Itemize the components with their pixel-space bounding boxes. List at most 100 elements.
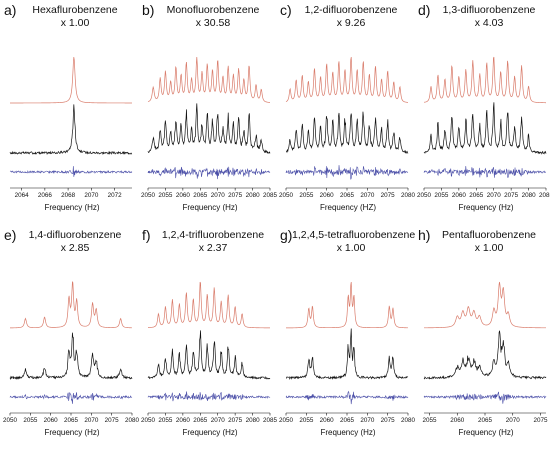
series-residual xyxy=(285,390,409,405)
panel-title: 1,4-difluorobenzene x 2.85 xyxy=(16,229,134,255)
scale-factor: x 1.00 xyxy=(336,242,366,254)
compound-name: 1,2,4,5-tetrafluorobenzene xyxy=(292,229,416,241)
panel-letter: c) xyxy=(280,2,292,18)
x-tick-label: 2065 xyxy=(478,417,493,424)
series-experimental xyxy=(423,330,547,380)
x-tick-label: 2075 xyxy=(381,192,396,199)
series-residual xyxy=(423,166,547,178)
x-tick-label: 2070 xyxy=(84,417,99,424)
x-tick-label: 2065 xyxy=(340,192,355,199)
series-simulated xyxy=(424,281,546,329)
spectrum-panel: f) 1,2,4-trifluorobenzene x 2.37 2050 2055 20… xyxy=(140,225,278,440)
compound-name: 1,4-difluorobenzene xyxy=(28,229,122,241)
x-tick-label: 2085 xyxy=(263,417,278,424)
x-tick-label: 2050 xyxy=(3,417,18,424)
x-axis-label: Frequency (HZ) xyxy=(319,203,376,212)
scale-factor: x 1.00 xyxy=(60,17,90,29)
x-tick-label: 2070 xyxy=(506,417,521,424)
x-tick-label: 2075 xyxy=(504,192,519,199)
panel-title: 1,3-difluorobenzene x 4.03 xyxy=(430,4,548,30)
panel-letter: g) xyxy=(280,227,293,243)
x-tick-label: 2055 xyxy=(434,192,449,199)
x-tick-label: 2085 xyxy=(263,192,278,199)
series-experimental xyxy=(423,102,547,155)
panel-title: 1,2,4-trifluorobenzene x 2.37 xyxy=(154,229,272,255)
x-tick-label: 2066 xyxy=(38,192,53,199)
compound-name: Monofluorobenzene xyxy=(166,4,260,16)
series-simulated xyxy=(10,56,132,104)
compound-name: Pentafluorobenzene xyxy=(442,229,536,241)
x-axis-label: Frequency (Hz) xyxy=(44,428,100,437)
panel-letter: h) xyxy=(418,227,431,243)
series-residual xyxy=(147,391,271,402)
spectrum-chart: 2050 2055 2060 2065 2070 2075 2080 xyxy=(3,281,139,424)
spectrum-chart: 2050 2055 2060 2065 2070 2075 2080 xyxy=(279,281,415,424)
spectrum-panel: d) 1,3-difluorobenzene x 4.03 2050 2055 2060 2… xyxy=(416,0,550,215)
x-tick-label: 2080 xyxy=(125,417,140,424)
x-axis-label: Frequency (Hz) xyxy=(182,203,238,212)
series-simulated xyxy=(147,56,271,103)
series-simulated xyxy=(9,281,133,329)
panel-letter: f) xyxy=(142,227,151,243)
x-tick-label: 2050 xyxy=(141,417,156,424)
x-tick-label: 2050 xyxy=(141,192,156,199)
x-tick-label: 2075 xyxy=(228,417,243,424)
spectrum-chart: 2064 2066 2068 2070 2072 xyxy=(9,56,133,199)
series-residual xyxy=(9,166,133,177)
series-experimental xyxy=(9,104,133,156)
series-experimental xyxy=(147,103,271,154)
x-tick-label: 2070 xyxy=(211,417,226,424)
x-tick-label: 2060 xyxy=(176,417,191,424)
scale-factor: x 30.58 xyxy=(195,17,231,29)
panel-title: Pentafluorobenzene x 1.00 xyxy=(430,229,548,255)
x-tick-label: 2068 xyxy=(61,192,76,199)
x-tick-label: 2080 xyxy=(246,417,261,424)
series-residual xyxy=(9,392,133,404)
spectrum-panel: e) 1,4-difluorobenzene x 2.85 2050 2055 2060 2… xyxy=(2,225,140,440)
panel-letter: b) xyxy=(142,2,155,18)
spectrum-panel: h) Pentafluorobenzene x 1.00 2055 2060 2065 20… xyxy=(416,225,548,440)
series-experimental xyxy=(285,328,409,380)
compound-name: Hexaflurobenzene xyxy=(32,4,118,16)
compound-name: 1,3-difluorobenzene xyxy=(442,4,536,16)
x-tick-label: 2064 xyxy=(15,192,30,199)
scale-factor: x 1.00 xyxy=(474,242,504,254)
x-tick-label: 2055 xyxy=(158,417,173,424)
x-tick-label: 2050 xyxy=(417,192,432,199)
panel-title: Monofluorobenzene x 30.58 xyxy=(154,4,272,30)
spectrum-chart: 2055 2060 2065 2070 2075 xyxy=(423,281,548,424)
x-tick-label: 2065 xyxy=(193,417,208,424)
x-tick-label: 2060 xyxy=(44,417,59,424)
x-tick-label: 2055 xyxy=(158,192,173,199)
scale-factor: x 4.03 xyxy=(474,17,504,29)
spectrum-panel: b) Monofluorobenzene x 30.58 2050 2055 2060 20… xyxy=(140,0,278,215)
x-tick-label: 2065 xyxy=(64,417,79,424)
compound-name: 1,2,4-trifluorobenzene xyxy=(161,229,265,241)
spectrum-chart: 2050 2055 2060 2065 2070 2075 2080 xyxy=(279,56,415,199)
x-tick-label: 2065 xyxy=(469,192,484,199)
x-axis-label: Frequency (Hz) xyxy=(182,428,238,437)
x-tick-label: 2075 xyxy=(228,192,243,199)
compound-name: 1,2-difluorobenzene xyxy=(304,4,398,16)
x-tick-label: 2075 xyxy=(533,417,548,424)
x-tick-label: 2070 xyxy=(211,192,226,199)
panel-letter: e) xyxy=(4,227,17,243)
scale-factor: x 2.85 xyxy=(60,242,90,254)
panel-title: Hexaflurobenzene x 1.00 xyxy=(16,4,134,30)
x-tick-label: 2070 xyxy=(84,192,99,199)
x-axis-label: Frequency (Hz) xyxy=(458,428,514,437)
series-experimental xyxy=(9,332,133,381)
panel-title: 1,2,4,5-tetrafluorobenzene x 1.00 xyxy=(292,229,416,255)
spectrum-panel: g) 1,2,4,5-tetrafluorobenzene x 1.00 2050 20… xyxy=(278,225,416,440)
x-tick-label: 2080 xyxy=(401,417,416,424)
series-experimental xyxy=(285,111,409,155)
panel-letter: a) xyxy=(4,2,17,18)
x-tick-label: 2055 xyxy=(423,417,438,424)
series-simulated xyxy=(423,56,547,104)
x-tick-label: 2085 xyxy=(539,192,550,199)
x-tick-label: 2080 xyxy=(522,192,537,199)
x-tick-label: 2050 xyxy=(279,192,294,199)
x-tick-label: 2060 xyxy=(450,417,465,424)
x-tick-label: 2060 xyxy=(320,192,335,199)
